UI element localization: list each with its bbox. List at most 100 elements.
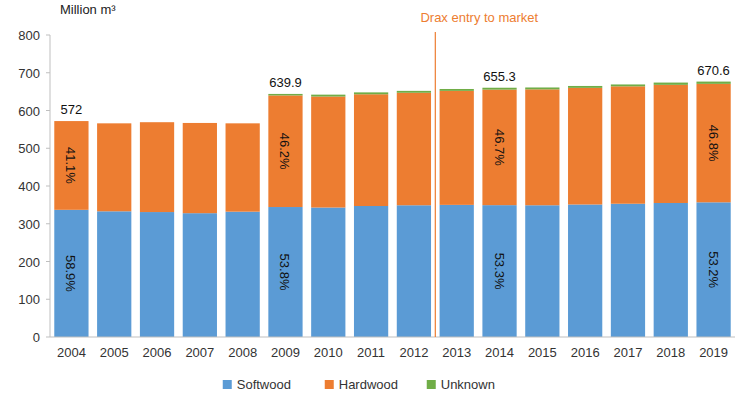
bar-segment	[568, 86, 602, 88]
bar-segment	[696, 82, 730, 84]
bar-segment	[611, 86, 645, 203]
bar-segment	[568, 88, 602, 205]
y-tick-label: 700	[18, 66, 40, 81]
share-label: 41.1%	[63, 147, 78, 184]
bar-segment	[568, 204, 602, 337]
bar-segment	[226, 123, 260, 211]
bar-segment	[696, 84, 730, 202]
bar-segment	[311, 97, 345, 208]
bar-segment	[696, 202, 730, 337]
share-label: 53.8%	[277, 254, 292, 291]
chart: Million m³010020030040050060070080020042…	[0, 0, 744, 404]
y-tick	[46, 261, 50, 262]
legend-label: Unknown	[441, 377, 495, 392]
bar-segment	[525, 87, 559, 89]
share-label: 53.2%	[706, 251, 721, 288]
x-tick-label: 2006	[143, 345, 172, 360]
y-tick-label: 200	[18, 255, 40, 270]
total-label: 639.9	[269, 75, 302, 90]
bar-segment	[226, 123, 260, 124]
x-tick-label: 2014	[485, 345, 514, 360]
bar-segment	[397, 91, 431, 93]
y-tick	[46, 186, 50, 187]
bar-segment	[354, 206, 388, 337]
bar-segment	[654, 203, 688, 337]
bar-segment	[183, 122, 217, 123]
bar-segment	[354, 92, 388, 94]
bar-segment	[268, 95, 302, 207]
bar-segment	[440, 205, 474, 337]
bar-segment	[354, 94, 388, 206]
y-tick	[46, 223, 50, 224]
bar-segment	[268, 94, 302, 96]
y-tick	[46, 337, 50, 338]
reference-label: Drax entry to market	[420, 10, 538, 25]
y-tick	[46, 299, 50, 300]
bar-segment	[54, 121, 88, 210]
total-label: 655.3	[483, 69, 516, 84]
y-tick-label: 800	[18, 28, 40, 43]
total-label: 572	[61, 102, 83, 117]
x-tick-label: 2009	[271, 345, 300, 360]
legend-label: Hardwood	[339, 377, 398, 392]
bar-segment	[97, 123, 131, 211]
x-axis	[50, 337, 735, 338]
bar-segment	[525, 89, 559, 205]
bar-segment	[525, 205, 559, 337]
y-tick-label: 600	[18, 104, 40, 119]
y-tick-label: 400	[18, 179, 40, 194]
bar-segment	[482, 88, 516, 90]
bar-segment	[482, 90, 516, 206]
bar-segment	[183, 123, 217, 213]
y-tick	[46, 110, 50, 111]
share-label: 53.3%	[492, 253, 507, 290]
bar-segment	[397, 93, 431, 205]
bar-segment	[654, 85, 688, 203]
share-label: 58.9%	[63, 255, 78, 292]
x-tick-label: 2011	[357, 345, 385, 360]
bar-segment	[97, 123, 131, 124]
bar-segment	[140, 122, 174, 212]
y-tick	[46, 148, 50, 149]
legend-swatch	[427, 380, 436, 389]
x-tick-label: 2018	[656, 345, 685, 360]
bar-segment	[54, 210, 88, 337]
y-tick	[46, 35, 50, 36]
y-axis-label: Million m³	[60, 2, 116, 17]
reference-line	[435, 32, 436, 337]
share-label: 46.2%	[277, 133, 292, 170]
bar-segment	[311, 208, 345, 337]
bar-segment	[440, 91, 474, 205]
bar-segment	[611, 204, 645, 337]
x-tick-label: 2016	[571, 345, 600, 360]
bar-segment	[397, 205, 431, 337]
bars	[54, 82, 730, 337]
legend-swatch	[325, 380, 334, 389]
bar-segment	[97, 211, 131, 337]
bar-segment	[54, 121, 88, 122]
bar-segment	[140, 122, 174, 123]
legend-swatch	[223, 380, 232, 389]
legend-label: Softwood	[237, 377, 291, 392]
total-label: 670.6	[697, 63, 730, 78]
share-label: 46.7%	[492, 129, 507, 166]
x-tick-label: 2005	[100, 345, 129, 360]
bar-segment	[311, 95, 345, 97]
share-label: 46.8%	[706, 125, 721, 162]
x-tick-label: 2010	[314, 345, 343, 360]
y-tick-label: 100	[18, 292, 40, 307]
x-tick-label: 2017	[614, 345, 643, 360]
y-tick-label: 500	[18, 141, 40, 156]
bar-segment	[183, 213, 217, 337]
x-tick-label: 2012	[399, 345, 428, 360]
x-tick-label: 2004	[57, 345, 86, 360]
bar-segment	[226, 212, 260, 337]
bar-segment	[654, 83, 688, 85]
bar-segment	[140, 212, 174, 337]
legend: Softwood Hardwood Unknown	[223, 377, 495, 392]
y-tick-label: 300	[18, 217, 40, 232]
bar-segment	[440, 89, 474, 91]
x-tick-label: 2019	[699, 345, 728, 360]
bar-segment	[482, 205, 516, 337]
x-tick-label: 2015	[528, 345, 557, 360]
